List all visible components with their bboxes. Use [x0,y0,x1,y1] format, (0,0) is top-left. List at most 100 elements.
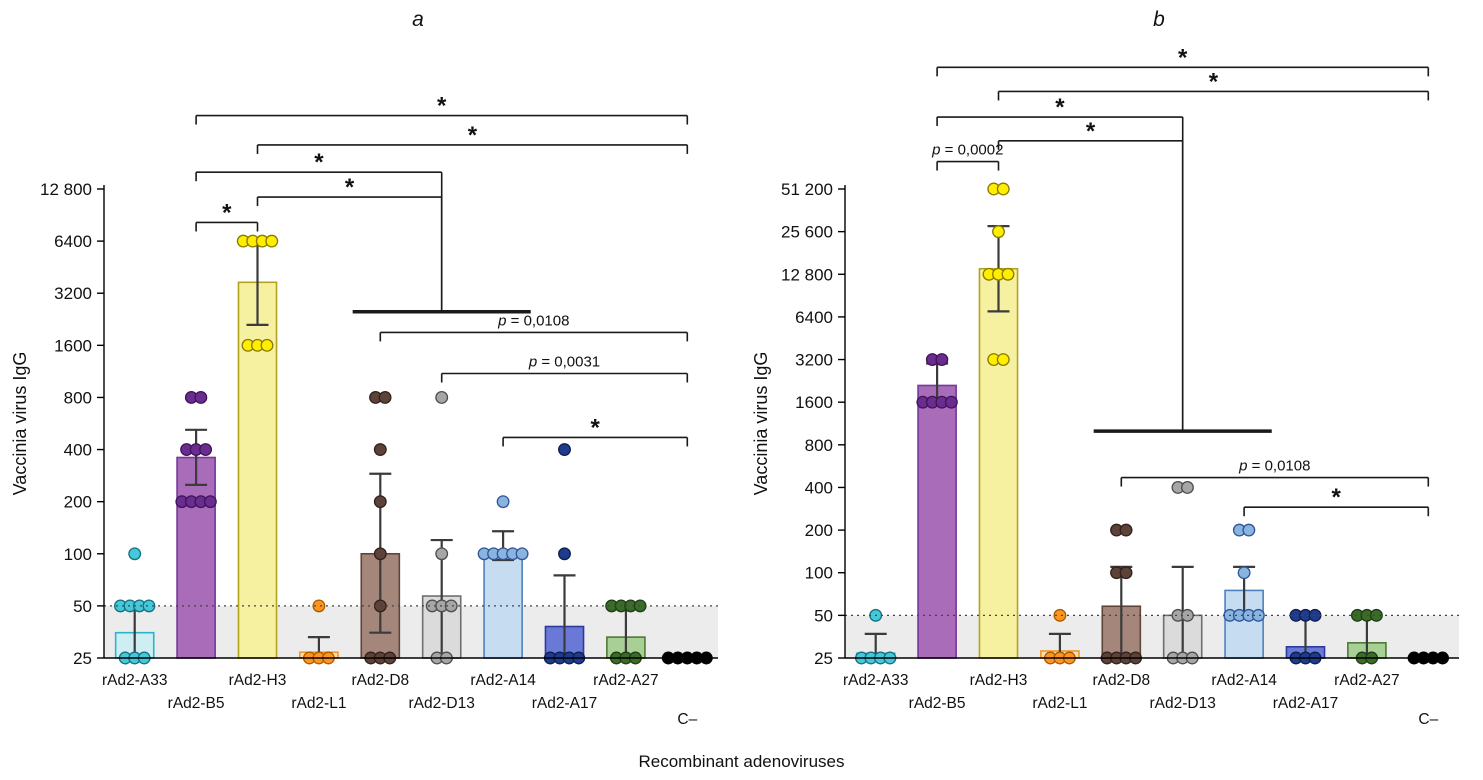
data-point [992,225,1005,239]
x-tick-label-rAd2-L1: rAd2-L1 [291,695,346,712]
y-tick-label: 50 [73,597,92,616]
data-point [1119,566,1133,580]
chart-b: 51 200 25 600 12 800 6400 3200 1600 800 400 200 1… [751,44,1459,728]
sig-asterisk: * [1332,484,1342,511]
sig-bracket-2: * [195,149,443,312]
data-point [935,353,949,366]
points-rAd2-D13 [425,390,458,665]
data-point [373,443,387,457]
sig-bracket-7: * [502,414,689,447]
x-tick-label-rAd2-A17: rAd2-A17 [1273,695,1338,712]
data-point [1242,523,1256,537]
y-tick-label: 800 [805,436,833,455]
sig-bracket-6: p = 0,0031 [440,354,689,383]
sig-asterisk: * [222,199,232,226]
chart-a: 12 800 6400 3200 1600 800 400 200 100 50 25 rAd2-A… [10,93,718,728]
y-tick-label: 50 [814,606,833,625]
data-point [996,353,1010,366]
x-tick-label-rAd2-D8: rAd2-D8 [351,672,409,689]
x-tick-label-rAd2-A27: rAd2-A27 [1334,672,1399,689]
sig-asterisk: * [1086,118,1096,145]
data-point [515,547,529,561]
sig-asterisk: * [1209,68,1219,95]
points-rAd2-H3 [982,182,1015,366]
sig-bracket-5: p = 0,0108 [1120,458,1430,487]
sig-bracket-4: * [195,199,259,232]
sig-bracket-0: * [936,44,1430,77]
x-tick-label-C–: C– [677,711,697,728]
panel-b: b 51 200 25 600 12 800 6400 3200 1600 800 400 20… [741,0,1482,750]
y-tick-label: 100 [805,564,833,583]
data-point [199,443,213,457]
y-tick-label: 800 [64,388,92,407]
y-axis-title: Vaccinia virus IgG [751,352,771,496]
data-point [312,599,326,613]
x-tick-label-C–: C– [1418,711,1438,728]
y-tick-label: 200 [805,521,833,540]
x-axis-label: Recombinant adenoviruses [638,752,845,771]
data-point [996,182,1010,196]
y-tick-label: 25 600 [781,223,833,242]
y-tick-label: 3200 [54,284,92,303]
bar-rAd2-A14 [483,549,523,659]
sig-asterisk: * [468,122,478,149]
y-axis-title: Vaccinia virus IgG [10,352,30,496]
points-rAd2-A27 [1350,608,1383,665]
sig-bracket-0: * [195,93,689,125]
points-rAd2-A14 [1223,523,1265,622]
data-point [1369,608,1383,622]
y-tick-label: 6400 [795,308,833,327]
sig-bracket-1: * [256,122,689,154]
data-point [194,390,208,404]
x-tick-label-rAd2-A14: rAd2-A14 [1211,672,1277,689]
bar-rAd2-B5 [917,384,957,659]
sig-asterisk: * [345,174,355,201]
data-point [373,547,387,561]
data-point [444,599,458,613]
data-point [496,495,510,509]
sig-asterisk: * [1178,44,1188,71]
points-rAd2-B5 [916,353,958,409]
y-tick-label: 3200 [795,351,833,370]
y-tick-label: 400 [805,478,833,497]
sig-asterisk: * [437,93,447,120]
panel-b-title: b [1153,8,1165,31]
bar-rAd2-H3 [237,281,278,659]
data-point [944,395,958,409]
y-tick-label: 200 [64,493,92,512]
data-point [378,390,392,404]
sig-bracket-5: p = 0,0108 [379,312,689,342]
y-tick-label: 12 800 [40,180,92,199]
y-tick-label: 25 [73,649,92,668]
x-tick-label-rAd2-A27: rAd2-A27 [593,672,658,689]
x-tick-label-rAd2-A33: rAd2-A33 [102,672,167,689]
y-tick-label: 25 [814,649,833,668]
points-rAd2-H3 [236,234,279,352]
p-value-label: p = 0,0031 [528,354,600,371]
x-tick-label-rAd2-A33: rAd2-A33 [843,672,908,689]
data-point [1053,608,1067,622]
y-tick-label: 100 [64,545,92,564]
x-tick-label-rAd2-A14: rAd2-A14 [470,672,536,689]
data-point [1001,267,1015,281]
sig-bracket-3: * [256,174,443,312]
points-rAd2-A14 [477,495,529,561]
sig-bracket-4: p = 0,0002 [931,142,1003,171]
data-point [203,495,217,509]
y-tick-label: 400 [64,441,92,460]
panel-row: a 12 800 6400 3200 1600 800 400 200 100 50 25 rAd2… [10,0,1482,750]
x-tick-label-rAd2-D13: rAd2-D13 [409,695,475,712]
y-tick-label: 12 800 [781,265,833,284]
data-point [558,547,571,561]
x-tick-label-rAd2-B5: rAd2-B5 [909,695,966,712]
data-point [1251,608,1265,622]
points-rAd2-D8 [1100,523,1143,665]
sig-bracket-1: * [997,68,1430,101]
data-point [1119,523,1133,537]
y-tick-label: 1600 [795,393,833,412]
data-point [558,443,571,457]
x-tick-label-rAd2-L1: rAd2-L1 [1032,695,1087,712]
x-tick-label-rAd2-D13: rAd2-D13 [1150,695,1216,712]
points-rAd2-L1 [302,599,335,665]
y-tick-label: 6400 [54,232,92,251]
